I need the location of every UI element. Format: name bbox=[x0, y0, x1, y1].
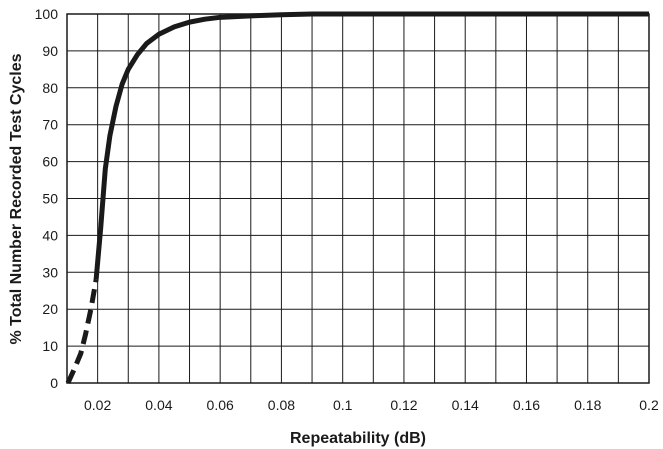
x-tick-label: 0.1 bbox=[333, 397, 353, 413]
y-tick-label: 60 bbox=[42, 154, 58, 170]
x-tick-label: 0.08 bbox=[268, 397, 295, 413]
y-tick-label: 90 bbox=[42, 43, 58, 59]
y-tick-label: 50 bbox=[42, 191, 58, 207]
x-tick-label: 0.06 bbox=[207, 397, 234, 413]
tick-labels: 0.02 0.04 0.06 0.08 0.1 0.12 0.14 0.16 0.18 0.2 0 1… bbox=[35, 6, 659, 413]
y-tick-label: 0 bbox=[50, 375, 58, 391]
x-tick-label: 0.2 bbox=[639, 397, 659, 413]
x-tick-label: 0.14 bbox=[452, 397, 479, 413]
series-layer bbox=[65, 11, 649, 385]
y-tick-label: 40 bbox=[42, 227, 58, 243]
x-tick-label: 0.04 bbox=[145, 397, 172, 413]
grid bbox=[66, 13, 650, 384]
y-axis-title: % Total Number Recorded Test Cycles bbox=[8, 53, 25, 344]
x-tick-label: 0.12 bbox=[390, 397, 417, 413]
x-axis-title: Repeatability (dB) bbox=[290, 430, 426, 447]
x-tick-label: 0.16 bbox=[513, 397, 540, 413]
x-tick-label: 0.18 bbox=[574, 397, 601, 413]
series-line-dashed bbox=[65, 279, 99, 385]
y-tick-label: 30 bbox=[42, 264, 58, 280]
y-tick-label: 20 bbox=[42, 301, 58, 317]
y-tick-label: 100 bbox=[35, 6, 59, 22]
x-tick-label: 0.02 bbox=[84, 397, 111, 413]
y-tick-label: 80 bbox=[42, 80, 58, 96]
series-line-solid bbox=[93, 11, 649, 280]
y-tick-label: 10 bbox=[42, 338, 58, 354]
y-tick-label: 70 bbox=[42, 117, 58, 133]
